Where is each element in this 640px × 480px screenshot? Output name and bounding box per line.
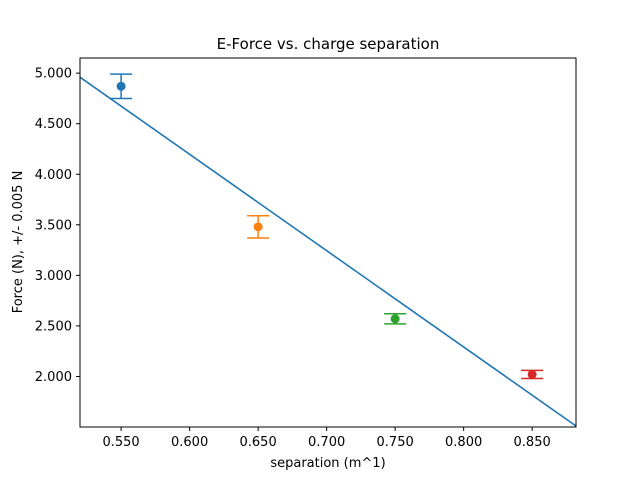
x-tick-label: 0.800 [445,435,482,450]
y-tick-label: 3.500 [35,218,72,233]
x-axis-label: separation (m^1) [270,456,385,471]
x-axis-ticks: 0.550 0.600 0.650 0.700 0.750 0.800 0.850 [102,427,551,450]
x-tick-label: 0.850 [514,435,551,450]
x-tick-label: 0.750 [377,435,414,450]
x-tick-label: 0.600 [171,435,208,450]
y-axis-label: Force (N), +/- 0.005 N [11,171,26,314]
data-point [253,222,263,232]
x-tick-label: 0.700 [308,435,345,450]
y-tick-label: 2.500 [35,319,72,334]
data-point [390,314,400,324]
data-point [116,81,126,91]
x-tick-label: 0.550 [102,435,139,450]
y-tick-label: 2.000 [35,370,72,385]
x-tick-label: 0.650 [240,435,277,450]
plot-frame [79,57,577,428]
y-axis-ticks: 2.000 2.500 3.000 3.500 4.000 4.500 5.000 [35,67,80,385]
fit-line [79,76,577,427]
y-tick-label: 4.500 [35,117,72,132]
chart-title: E-Force vs. charge separation [217,35,440,53]
data-point [527,369,537,379]
y-tick-label: 5.000 [35,67,72,82]
plot-content [79,73,577,427]
y-tick-label: 4.000 [35,168,72,183]
y-tick-label: 3.000 [35,269,72,284]
